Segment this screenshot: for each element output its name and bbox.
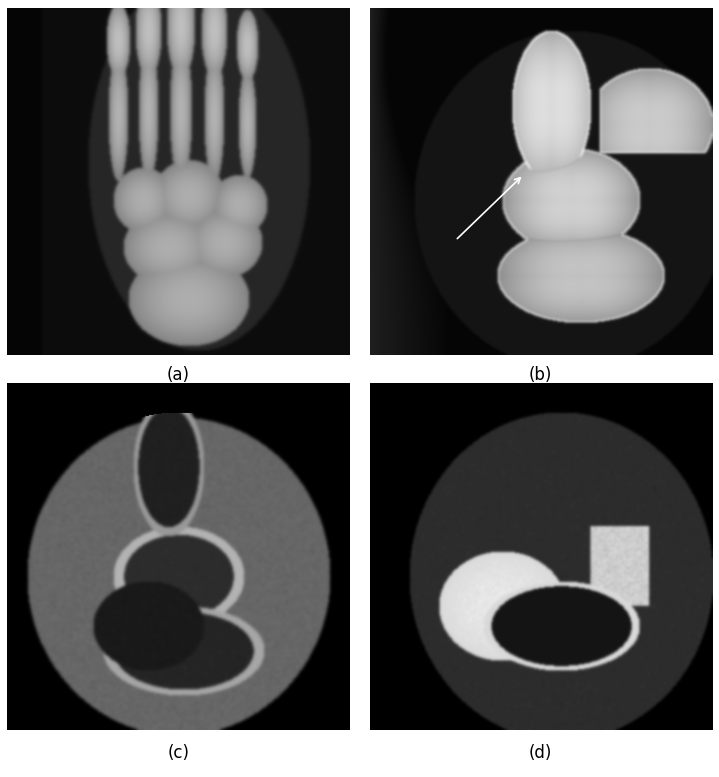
Text: (a): (a) xyxy=(167,366,190,384)
Text: (c): (c) xyxy=(168,744,189,762)
Text: (b): (b) xyxy=(529,366,552,384)
Text: (d): (d) xyxy=(529,744,552,762)
